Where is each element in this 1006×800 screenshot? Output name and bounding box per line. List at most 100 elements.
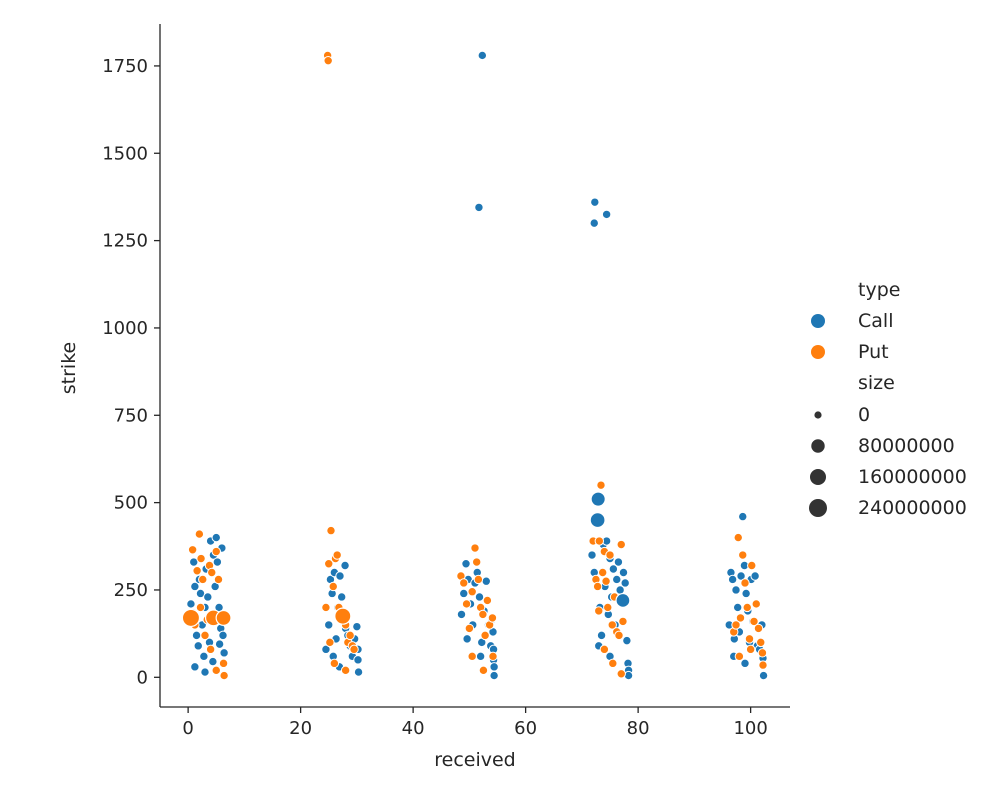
legend-marker-put — [811, 345, 825, 359]
data-point-put — [601, 576, 611, 586]
legend-size-label: 0 — [858, 404, 870, 426]
data-point-put — [200, 630, 210, 641]
data-point-call — [199, 651, 209, 662]
data-point-put — [328, 581, 338, 592]
data-point-call — [622, 635, 632, 646]
data-point-call — [462, 634, 472, 644]
data-point-call — [477, 50, 488, 61]
data-point-put — [349, 644, 359, 655]
data-point-call — [218, 630, 228, 641]
data-point-call — [474, 202, 484, 213]
data-point-call — [190, 581, 200, 592]
data-point-put — [345, 630, 355, 641]
legend-label-call: Call — [858, 310, 893, 332]
legend-size-marker — [809, 499, 827, 517]
legend: type Call Put size 0 80000000 160000000 2400… — [809, 279, 967, 519]
data-point-put — [187, 545, 198, 555]
data-point-call — [618, 567, 629, 578]
data-point-put — [324, 559, 334, 569]
data-point-put — [211, 546, 221, 557]
data-point-call — [353, 655, 363, 665]
data-point-put — [218, 658, 229, 669]
data-point-call — [208, 656, 218, 667]
data-point-put — [747, 560, 757, 571]
data-point-call — [352, 621, 362, 632]
data-point-put — [461, 599, 472, 609]
legend-marker-call — [811, 314, 825, 328]
data-point-put — [597, 567, 608, 578]
data-point-put — [213, 574, 224, 585]
legend-size-marker — [811, 439, 825, 453]
x-tick-label: 80 — [627, 718, 650, 739]
data-point-call — [324, 620, 334, 630]
data-point-put — [734, 651, 745, 662]
data-point-put — [745, 644, 756, 655]
data-point-put — [482, 595, 493, 606]
legend-hue-title: type — [858, 279, 900, 301]
data-point-put — [464, 623, 475, 634]
data-point-call — [750, 571, 760, 581]
data-point-put — [194, 529, 205, 539]
data-point-large-put — [215, 609, 232, 626]
y-tick-label: 1000 — [102, 318, 148, 339]
data-point-call — [590, 197, 600, 207]
x-tick-label: 0 — [182, 718, 193, 739]
data-point-call — [190, 662, 200, 672]
data-point-put — [735, 613, 746, 623]
legend-size-entries: 0 80000000 160000000 240000000 — [809, 404, 967, 519]
data-point-put — [753, 623, 764, 634]
data-point-put — [607, 620, 617, 630]
data-point-put — [592, 581, 603, 592]
legend-size-marker — [809, 468, 827, 486]
data-point-call — [608, 564, 619, 574]
data-point-large-put — [181, 608, 201, 628]
data-point-put — [488, 651, 498, 662]
data-point-call — [212, 557, 223, 567]
data-point-put — [478, 665, 489, 676]
y-tick-label: 0 — [137, 667, 148, 688]
data-point-call — [601, 209, 612, 220]
data-point-call — [758, 670, 769, 681]
data-point-put — [618, 616, 628, 627]
x-tick-label: 40 — [402, 718, 425, 739]
data-point-put — [756, 637, 766, 648]
data-point-call — [732, 602, 743, 613]
data-point-call — [741, 588, 751, 599]
data-point-call — [481, 576, 491, 586]
data-point-call — [489, 670, 499, 681]
x-axis-ticks: 0 20 40 60 80 100 — [182, 707, 768, 739]
data-point-put — [599, 644, 610, 655]
data-point-call — [191, 630, 202, 641]
data-point-put — [605, 550, 615, 560]
data-point-call — [474, 592, 485, 602]
data-point-call — [459, 588, 469, 599]
data-point-put — [467, 651, 477, 662]
data-point-put — [332, 550, 342, 560]
legend-size-label: 160000000 — [858, 466, 967, 488]
data-point-large-call — [589, 512, 606, 529]
data-point-call — [613, 557, 624, 567]
data-point-put — [731, 620, 741, 630]
legend-size-label: 240000000 — [858, 497, 967, 519]
y-tick-label: 1500 — [102, 143, 148, 164]
data-point-put — [192, 566, 202, 576]
data-point-put — [211, 665, 221, 676]
data-point-put — [480, 630, 490, 641]
data-points — [181, 50, 769, 681]
y-tick-label: 250 — [114, 580, 148, 601]
data-point-put — [473, 574, 484, 585]
data-point-call — [186, 599, 196, 609]
legend-size-title: size — [858, 372, 895, 394]
data-point-put — [340, 665, 351, 676]
data-point-put — [321, 602, 331, 613]
data-point-put — [608, 658, 618, 669]
data-point-put — [205, 644, 216, 655]
data-point-put — [749, 616, 759, 627]
data-point-put — [744, 634, 755, 644]
data-point-put — [751, 599, 761, 609]
data-point-put — [326, 525, 336, 536]
data-point-put — [325, 637, 335, 648]
data-point-large-call — [590, 491, 606, 507]
x-tick-label: 60 — [514, 718, 537, 739]
